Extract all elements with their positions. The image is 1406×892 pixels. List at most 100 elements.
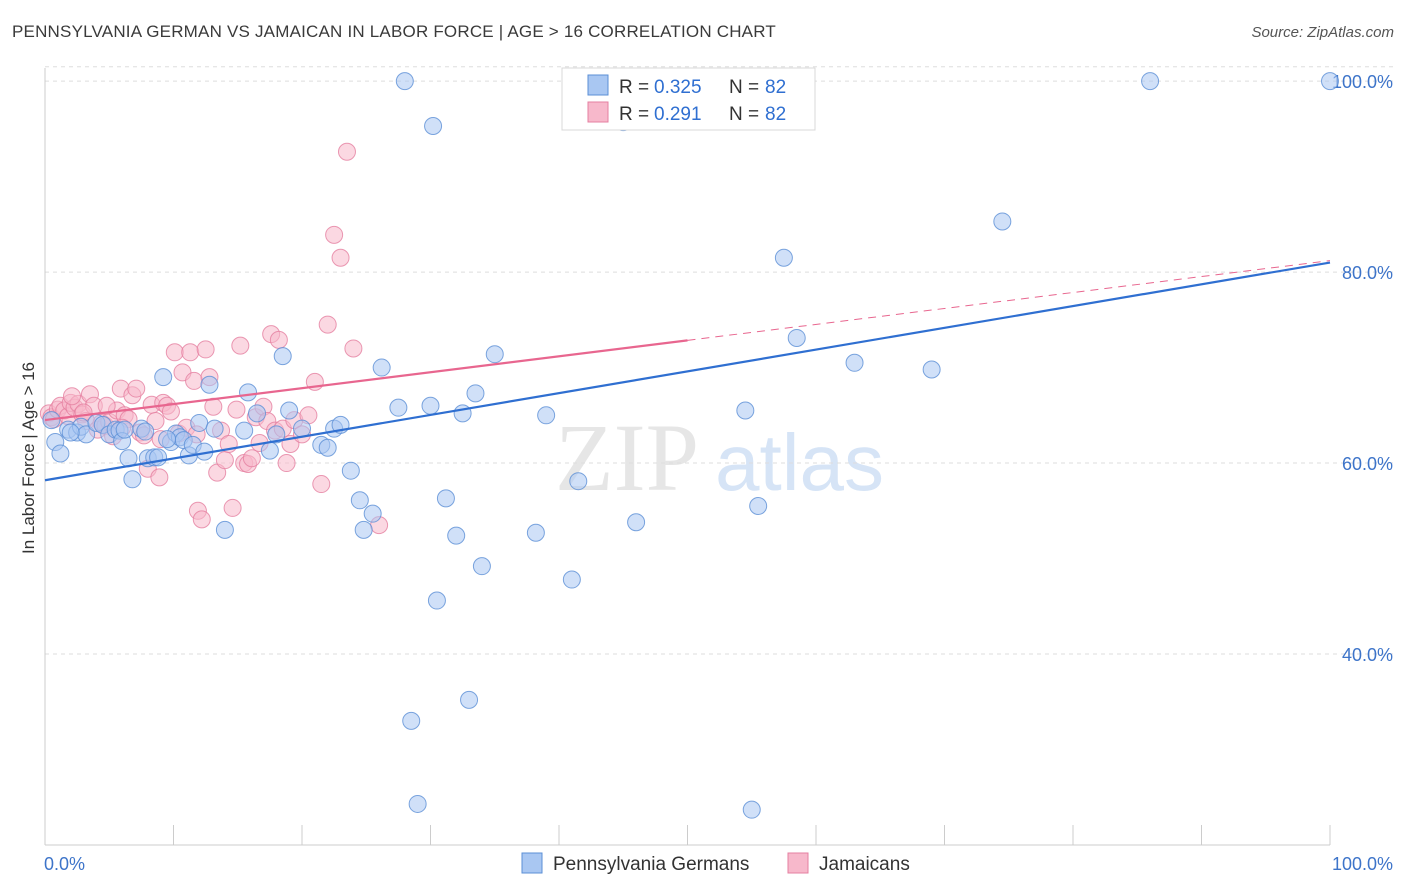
pennsylvania-germans-point — [389, 398, 408, 417]
trend-line-pennsylvania-germans — [44, 261, 1331, 482]
pennsylvania-germans-point — [51, 444, 70, 463]
jamaicans-point — [337, 142, 356, 161]
pennsylvania-germans-point — [466, 384, 485, 403]
axes: 40.0% 60.0% 80.0% 100.0% — [44, 68, 1393, 846]
pennsylvania-germans-point — [205, 419, 224, 438]
pennsylvania-germans-point — [562, 570, 581, 589]
pennsylvania-germans-point — [149, 448, 168, 467]
y-axis-label: In Labor Force | Age > 16 — [19, 362, 38, 554]
legend-n-value: 82 — [765, 77, 786, 98]
jamaicans-point — [318, 315, 337, 334]
pennsylvania-germans-point — [460, 690, 479, 709]
trend-line-jamaicans-extension — [687, 260, 1331, 341]
legend-n-label: N = — [729, 104, 759, 125]
jamaicans-point — [185, 371, 204, 390]
pennsylvania-germans-point — [402, 711, 421, 730]
pennsylvania-germans-point — [260, 441, 279, 460]
jamaicans-point — [277, 454, 296, 473]
jamaicans-point — [127, 379, 146, 398]
bottom-legend-swatch-pink — [787, 852, 809, 874]
pennsylvania-germans-point — [526, 523, 545, 542]
bottom-legend-label: Pennsylvania Germans — [553, 854, 749, 875]
pennsylvania-germans-point — [158, 430, 177, 449]
pennsylvania-germans-point — [61, 423, 80, 442]
pennsylvania-germans-point — [115, 420, 134, 439]
pennsylvania-germans-point — [537, 406, 556, 425]
jamaicans-point — [215, 451, 234, 470]
y-tick-label: 100.0% — [1332, 72, 1393, 92]
legend-n-value: 82 — [765, 104, 786, 125]
pennsylvania-germans-point — [993, 212, 1012, 231]
jamaicans-point — [161, 402, 180, 421]
pennsylvania-germans-point — [472, 557, 491, 576]
pennsylvania-germans-point — [239, 383, 258, 402]
pennsylvania-germans-point — [273, 347, 292, 366]
pennsylvania-germans-point — [248, 404, 267, 423]
pennsylvania-germans-point — [742, 800, 761, 819]
legend-r-value: 0.325 — [654, 77, 702, 98]
jamaicans-point — [269, 330, 288, 349]
trend-line-jamaicans — [44, 339, 688, 422]
gridlines — [45, 66, 1395, 655]
pennsylvania-germans-point — [408, 794, 427, 813]
y-tick-label: 60.0% — [1342, 454, 1393, 474]
pennsylvania-germans-point — [395, 72, 414, 91]
jamaicans-point — [242, 449, 261, 468]
source-label: Source: ZipAtlas.com — [1251, 24, 1394, 41]
bottom-legend-label: Jamaicans — [819, 854, 910, 875]
pennsylvania-germans-point — [363, 504, 382, 523]
y-tick-label: 40.0% — [1342, 645, 1393, 665]
pennsylvania-germans-point — [424, 116, 443, 135]
jamaicans-point — [223, 498, 242, 517]
legend-n-label: N = — [729, 77, 759, 98]
jamaicans-point — [62, 387, 81, 406]
pennsylvania-germans-point — [215, 520, 234, 539]
trend-lines — [44, 260, 1331, 482]
pennsylvania-germans-point — [1141, 72, 1160, 91]
legend-r-value: 0.291 — [654, 104, 702, 125]
jamaicans-point — [227, 400, 246, 419]
pennsylvania-germans-point — [318, 438, 337, 457]
jamaicans-point — [312, 475, 331, 494]
jamaicans-point — [97, 396, 116, 415]
pennsylvania-germans-point — [421, 396, 440, 415]
pennsylvania-germans-point — [736, 401, 755, 420]
pennsylvania-germans-point — [447, 526, 466, 545]
pennsylvania-germans-point — [485, 345, 504, 364]
pennsylvania-germans-point — [280, 401, 299, 420]
pennsylvania-germans-point — [123, 470, 142, 489]
pennsylvania-germans-point — [436, 489, 455, 508]
jamaicans-point — [196, 340, 215, 359]
watermark-atlas: atlas — [715, 418, 884, 507]
pennsylvania-germans-point — [627, 513, 646, 532]
pennsylvania-germans-point — [154, 368, 173, 387]
bottom-legend-swatch-blue — [521, 852, 543, 874]
jamaicans-point — [344, 339, 363, 358]
chart-title: PENNSYLVANIA GERMAN VS JAMAICAN IN LABOR… — [12, 22, 776, 41]
pennsylvania-germans-point — [569, 472, 588, 491]
legend-r-label: R = — [619, 104, 649, 125]
pennsylvania-germans-point — [922, 360, 941, 379]
pennsylvania-germans-point — [341, 461, 360, 480]
jamaicans-point — [331, 248, 350, 267]
pennsylvania-germans-point — [774, 248, 793, 267]
pennsylvania-germans-point — [190, 413, 209, 432]
y-tick-label: 80.0% — [1342, 263, 1393, 283]
series-jamaicans — [39, 142, 389, 535]
legend: R = 0.325 N = 82 R = 0.291 N = 82 — [561, 67, 816, 131]
pennsylvania-germans-point — [787, 328, 806, 347]
pennsylvania-germans-point — [136, 422, 155, 441]
pennsylvania-germans-point — [200, 375, 219, 394]
legend-r-label: R = — [619, 77, 649, 98]
pennsylvania-germans-point — [350, 491, 369, 510]
legend-swatch-blue — [587, 74, 609, 96]
pennsylvania-germans-point — [749, 497, 768, 516]
pennsylvania-germans-point — [1321, 72, 1339, 91]
pennsylvania-germans-point — [354, 520, 373, 539]
jamaicans-point — [165, 343, 184, 362]
bottom-legend: Pennsylvania Germans Jamaicans — [521, 852, 910, 875]
jamaicans-point — [325, 225, 344, 244]
pennsylvania-germans-point — [267, 425, 286, 444]
jamaicans-point — [231, 336, 250, 355]
